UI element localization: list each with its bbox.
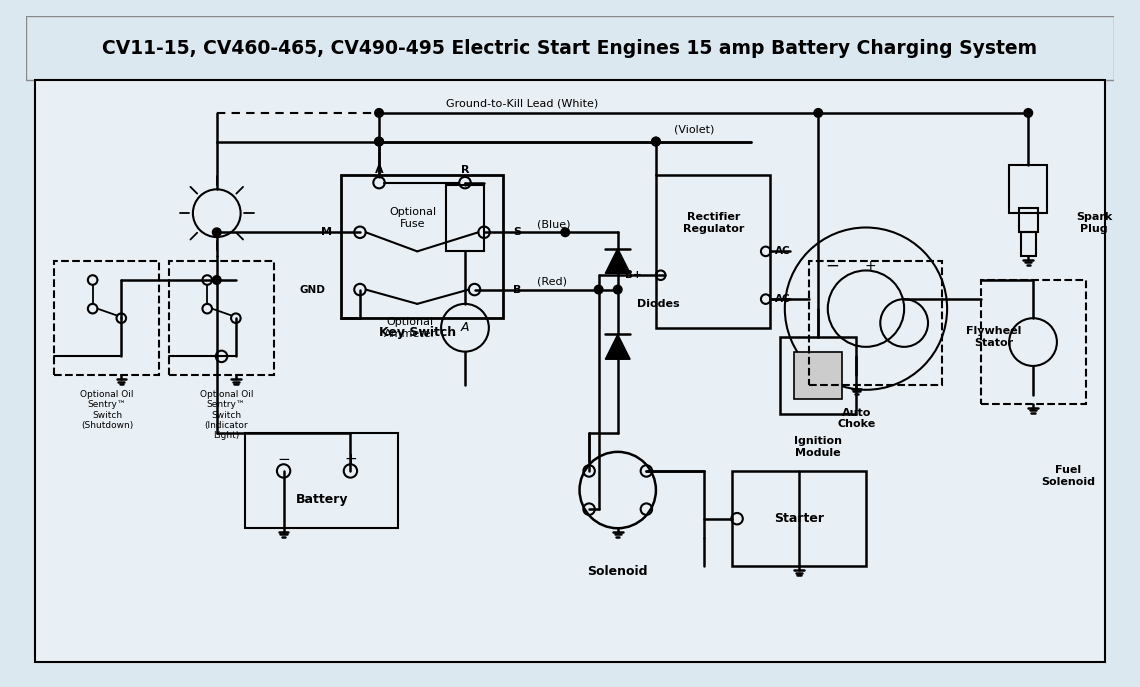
Bar xyxy=(795,352,842,399)
Text: (Violet): (Violet) xyxy=(674,124,715,134)
Bar xyxy=(808,261,943,385)
Text: Ground-to-Kill Lead (White): Ground-to-Kill Lead (White) xyxy=(446,98,598,109)
Text: Key Switch: Key Switch xyxy=(378,326,456,339)
Circle shape xyxy=(1024,109,1033,117)
Circle shape xyxy=(814,109,823,117)
Text: −: − xyxy=(277,452,290,467)
Circle shape xyxy=(212,275,221,284)
Bar xyxy=(446,185,484,251)
Bar xyxy=(341,175,503,318)
Text: Ignition
Module: Ignition Module xyxy=(795,436,842,458)
Bar xyxy=(1020,232,1036,256)
Bar xyxy=(26,16,1114,80)
Text: +: + xyxy=(865,259,877,273)
Bar xyxy=(780,337,856,414)
Text: AC: AC xyxy=(775,294,791,304)
Text: (Red): (Red) xyxy=(537,277,567,287)
Circle shape xyxy=(613,285,622,294)
Text: +: + xyxy=(344,452,357,467)
Text: Spark
Plug: Spark Plug xyxy=(1076,212,1113,234)
Bar xyxy=(980,280,1085,404)
Circle shape xyxy=(652,137,660,146)
Text: AC: AC xyxy=(775,247,791,256)
Circle shape xyxy=(375,137,383,146)
Text: (Blue): (Blue) xyxy=(537,220,570,229)
Bar xyxy=(245,433,398,528)
Text: A: A xyxy=(461,322,470,335)
Text: Optional Oil
Sentry™
Switch
(Indicator
Light): Optional Oil Sentry™ Switch (Indicator L… xyxy=(200,390,253,440)
Text: GND: GND xyxy=(300,284,325,295)
Bar xyxy=(656,175,771,328)
Text: Starter: Starter xyxy=(774,513,824,525)
Text: Optional Oil
Sentry™
Switch
(Shutdown): Optional Oil Sentry™ Switch (Shutdown) xyxy=(80,390,133,430)
Text: Flywheel
Stator: Flywheel Stator xyxy=(967,326,1021,348)
Circle shape xyxy=(594,285,603,294)
Text: A: A xyxy=(375,165,383,175)
Bar xyxy=(35,80,1105,662)
Text: B+: B+ xyxy=(625,270,642,280)
Text: S: S xyxy=(513,227,521,237)
Text: Optional
Fuse: Optional Fuse xyxy=(389,207,437,229)
Text: Auto
Choke: Auto Choke xyxy=(837,407,876,429)
Text: Battery: Battery xyxy=(295,493,348,506)
Text: R: R xyxy=(461,165,470,175)
Bar xyxy=(732,471,866,566)
Text: CV11-15, CV460-465, CV490-495 Electric Start Engines 15 amp Battery Charging Sys: CV11-15, CV460-465, CV490-495 Electric S… xyxy=(103,38,1037,58)
Circle shape xyxy=(375,109,383,117)
Text: Diodes: Diodes xyxy=(637,299,679,309)
Text: M: M xyxy=(321,227,332,237)
Circle shape xyxy=(652,137,660,146)
Polygon shape xyxy=(605,249,630,273)
Text: −: − xyxy=(825,257,839,275)
Circle shape xyxy=(561,228,570,236)
Bar xyxy=(169,261,274,376)
Text: Optional
Ammeter: Optional Ammeter xyxy=(384,317,437,339)
Text: Solenoid: Solenoid xyxy=(587,565,648,578)
Text: Rectifier
Regulator: Rectifier Regulator xyxy=(683,212,744,234)
Circle shape xyxy=(212,228,221,236)
Bar xyxy=(55,261,160,376)
Circle shape xyxy=(375,137,383,146)
Polygon shape xyxy=(605,335,630,359)
Text: Fuel
Solenoid: Fuel Solenoid xyxy=(1041,465,1096,486)
Text: B: B xyxy=(513,284,522,295)
Bar xyxy=(1009,166,1048,213)
Bar xyxy=(1019,208,1037,232)
